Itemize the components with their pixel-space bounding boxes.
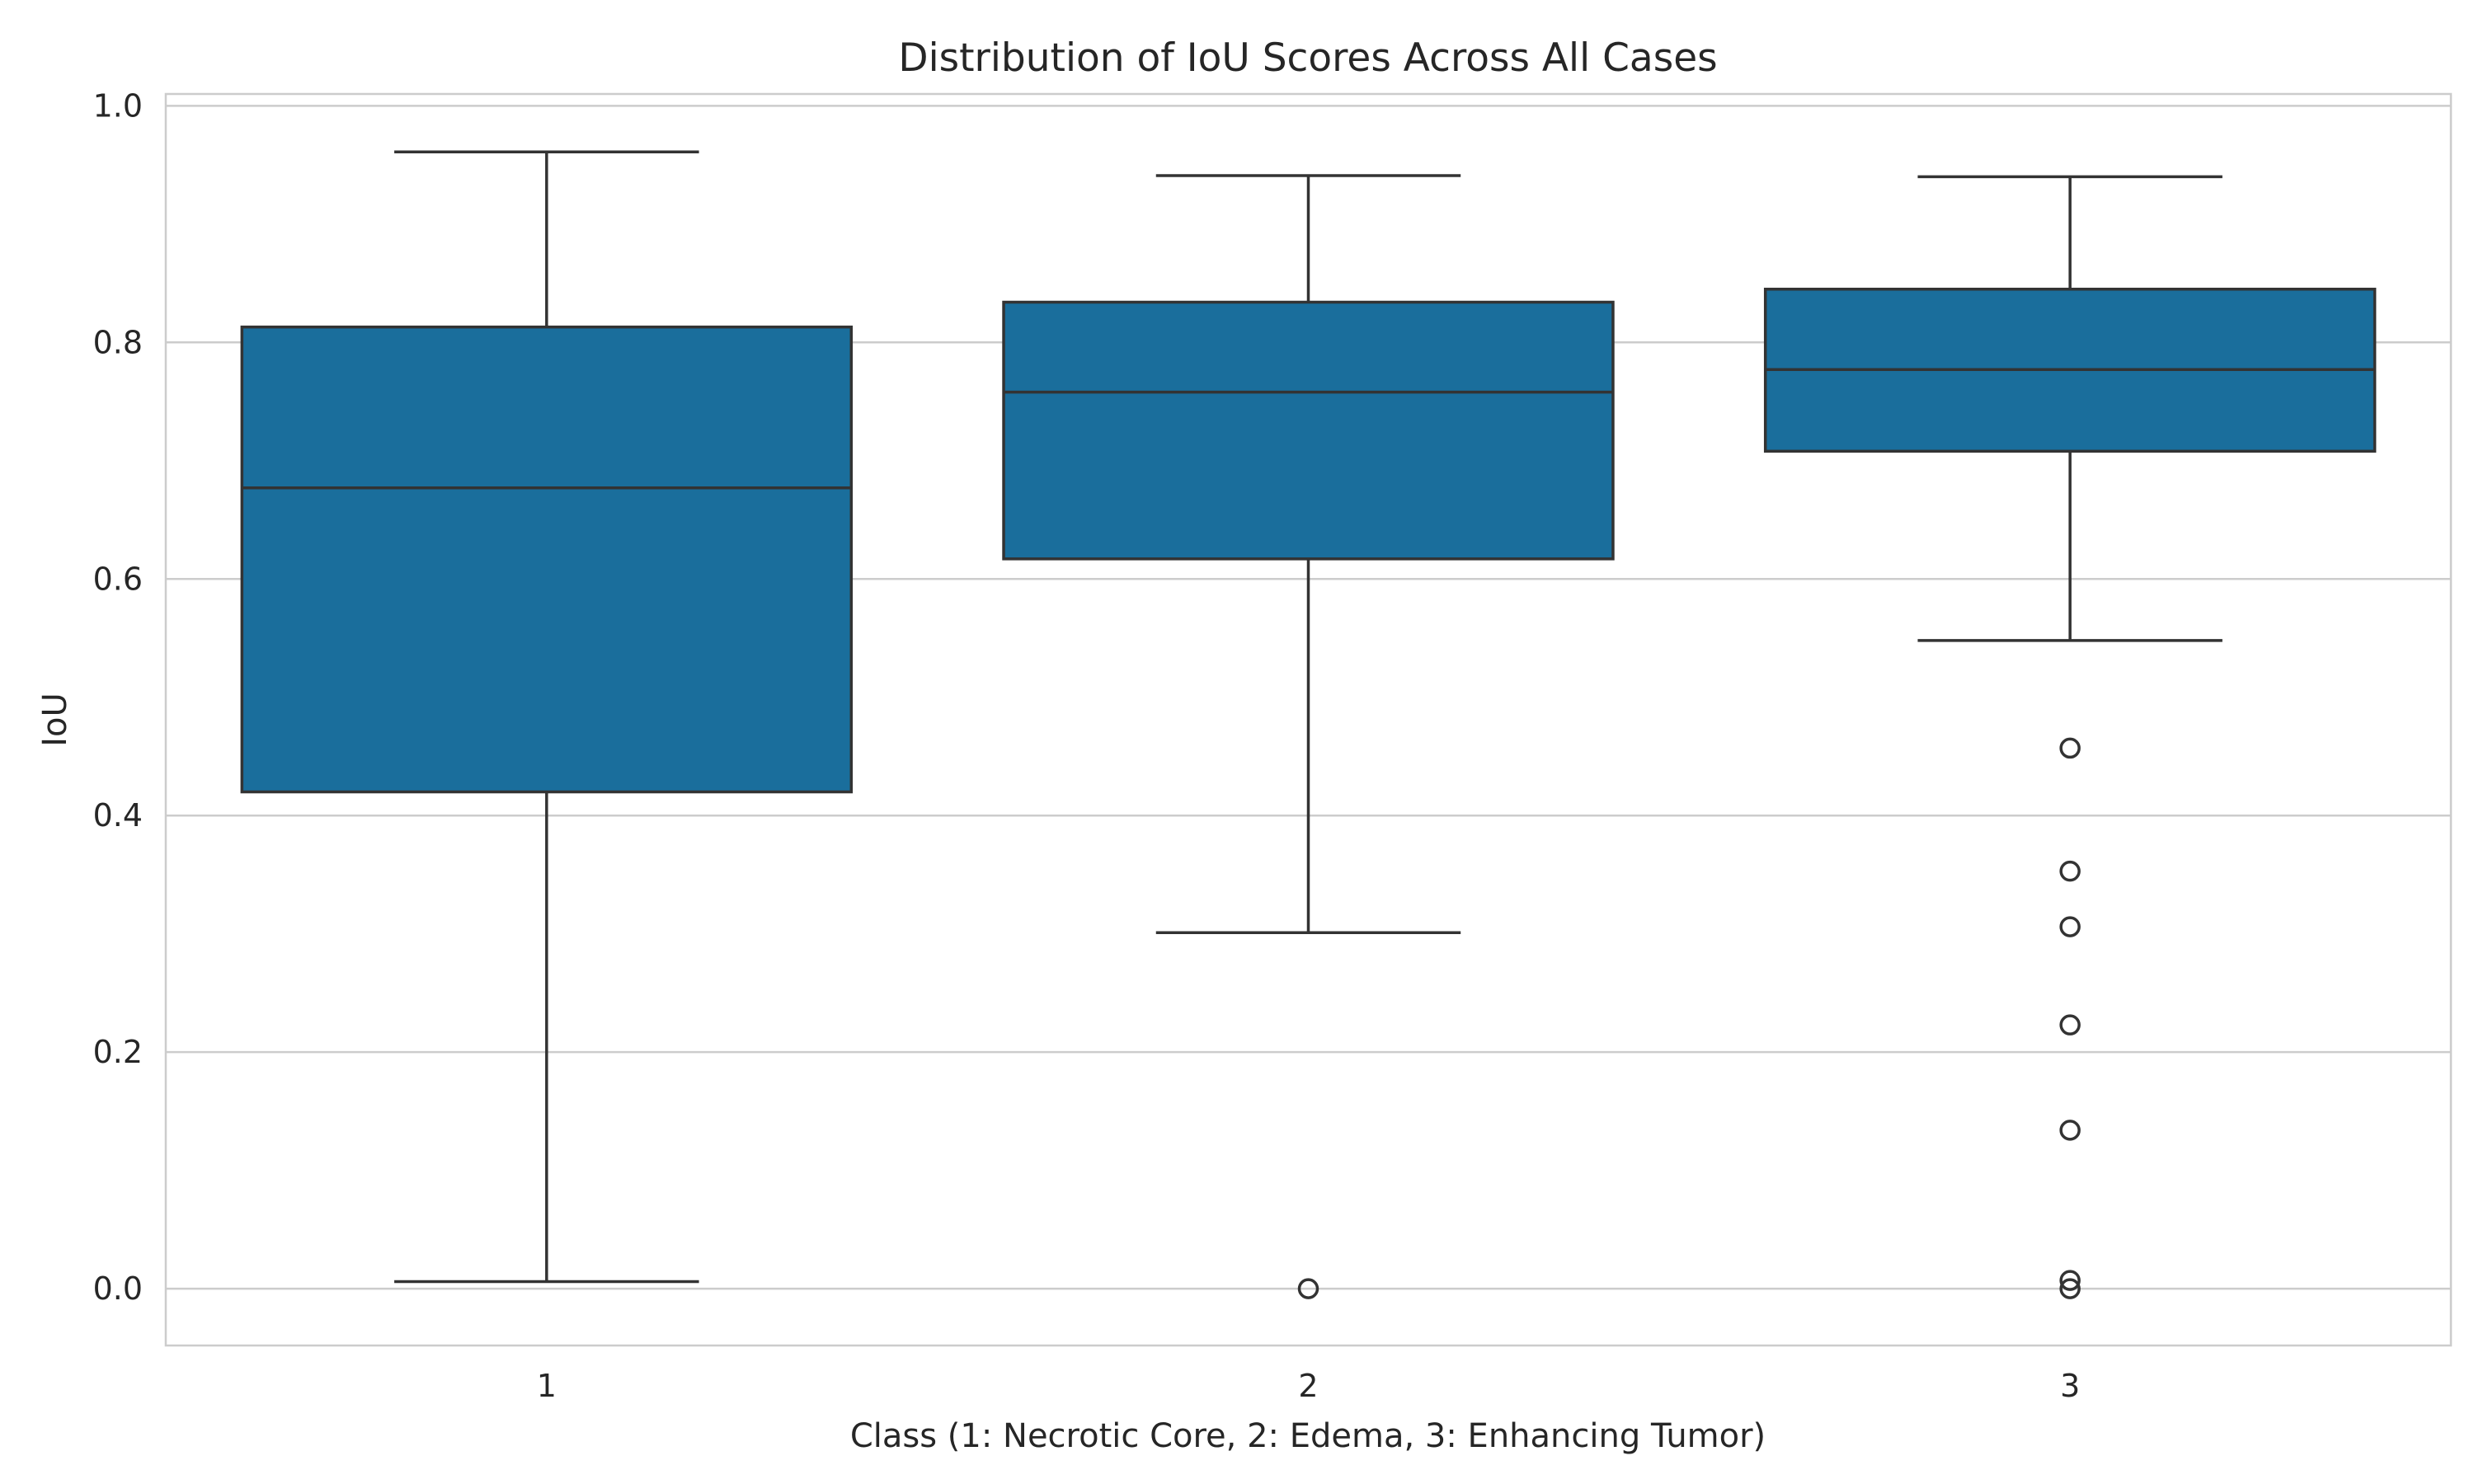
y-tick-label: 0.4 bbox=[93, 797, 143, 834]
box-series bbox=[240, 150, 2377, 1299]
iqr-box bbox=[1002, 300, 1615, 561]
y-tick-label: 0.0 bbox=[93, 1270, 143, 1307]
outlier-point bbox=[2059, 1278, 2081, 1299]
x-tick-label: 1 bbox=[537, 1368, 557, 1404]
outlier-point bbox=[2059, 737, 2081, 759]
y-tick-label: 1.0 bbox=[93, 87, 143, 124]
y-tick-label: 0.2 bbox=[93, 1034, 143, 1070]
outlier-point bbox=[2059, 1014, 2081, 1036]
y-tick-label: 0.6 bbox=[93, 561, 143, 597]
x-tick-label: 2 bbox=[1298, 1368, 1318, 1404]
outlier-point bbox=[2059, 1120, 2081, 1141]
outlier-point bbox=[2059, 916, 2081, 937]
box-group-class-3 bbox=[1763, 175, 2377, 1299]
box-group-class-1 bbox=[240, 150, 854, 1284]
y-tick-label: 0.8 bbox=[93, 324, 143, 360]
box-group-class-2 bbox=[1002, 174, 1615, 1299]
outlier-point bbox=[2059, 1270, 2081, 1291]
x-tick-label: 3 bbox=[2060, 1368, 2080, 1404]
x-axis-label: Class (1: Necrotic Core, 2: Edema, 3: En… bbox=[850, 1417, 1766, 1455]
chart-title: Distribution of IoU Scores Across All Ca… bbox=[898, 35, 1717, 81]
outlier-point bbox=[1297, 1278, 1319, 1299]
tick-labels: 0.0 0.2 0.4 0.6 0.8 1.0 1 2 3 bbox=[93, 87, 2081, 1404]
iqr-box bbox=[240, 325, 854, 794]
plot-frame bbox=[164, 92, 2453, 1347]
y-axis-label: IoU bbox=[36, 693, 74, 747]
outlier-point bbox=[2059, 860, 2081, 882]
